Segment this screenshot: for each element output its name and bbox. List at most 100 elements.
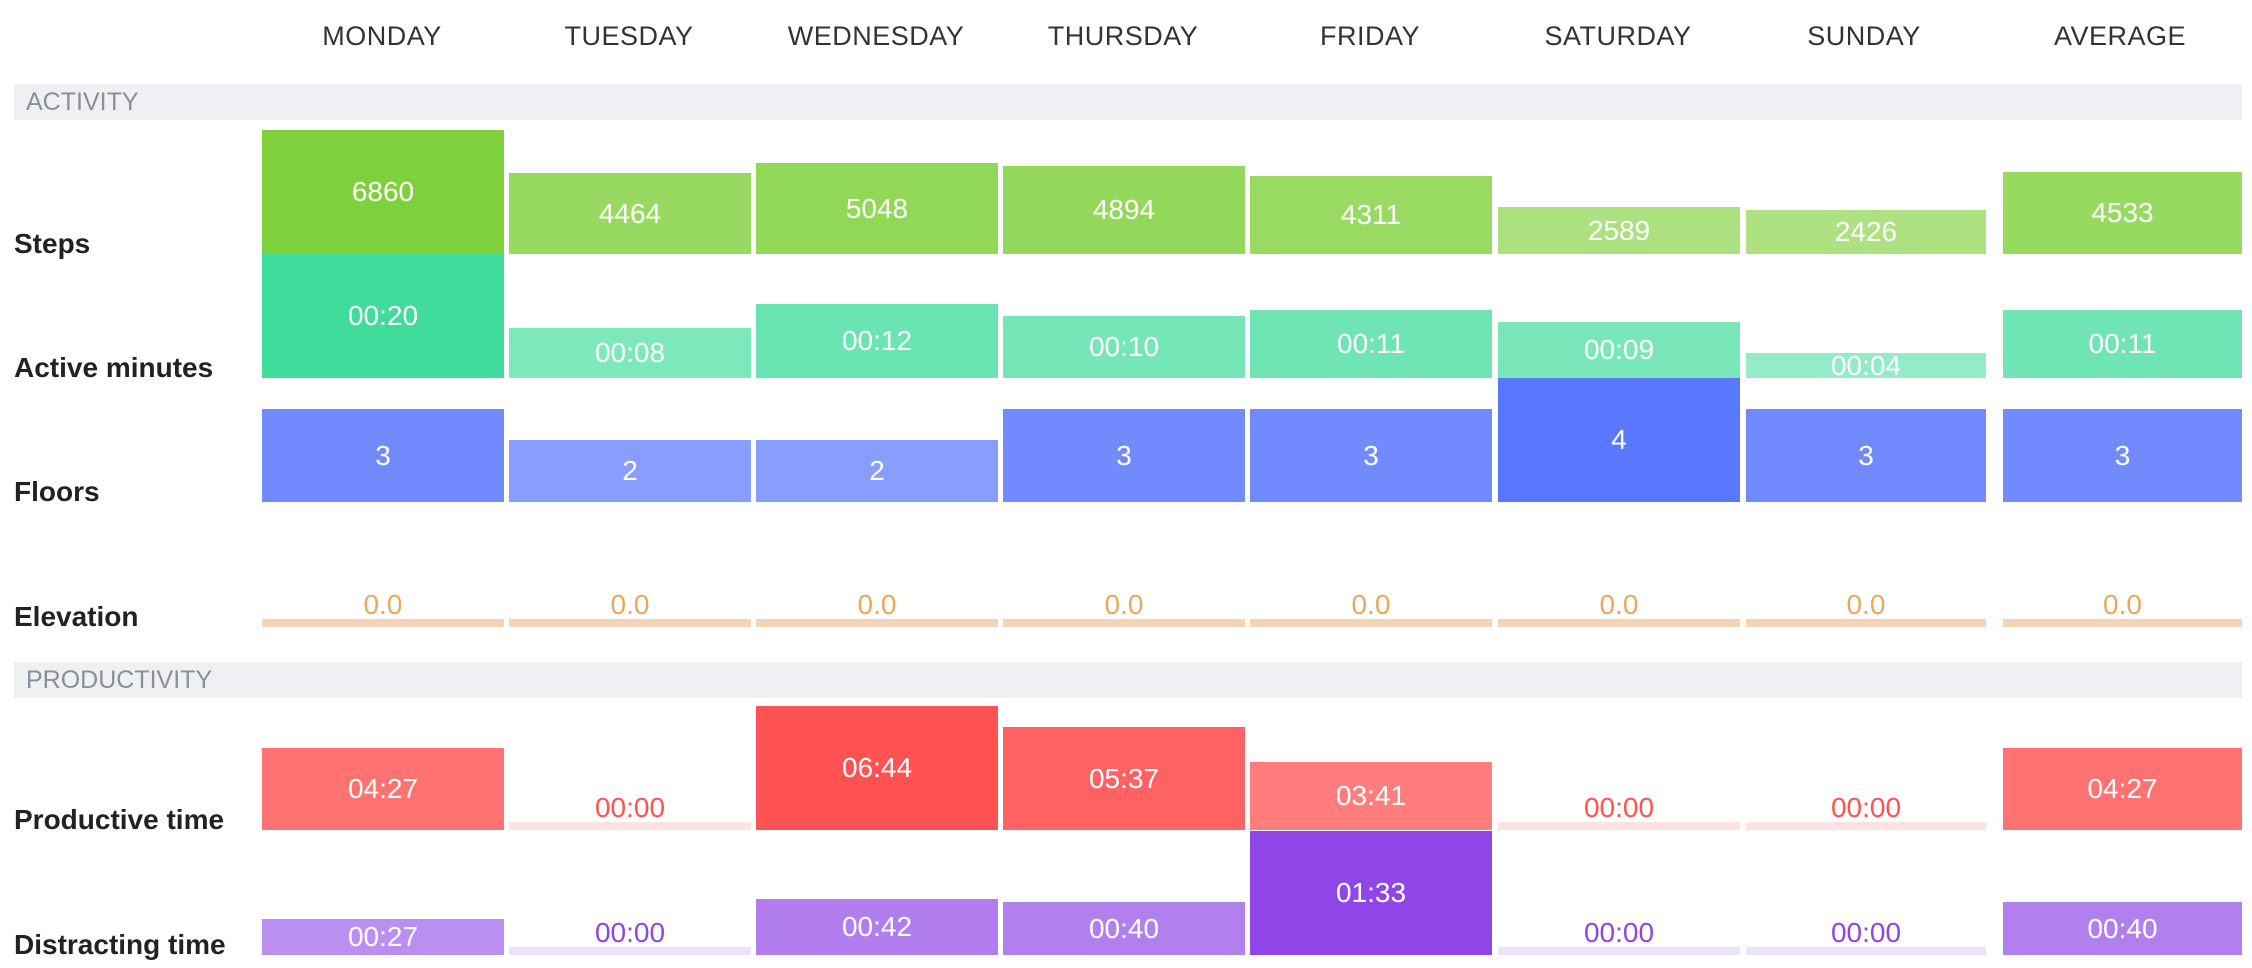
bar-floors — [1003, 409, 1245, 502]
value-label-productive_time: 00:00 — [1830, 792, 1902, 823]
section-label: ACTIVITY — [26, 88, 139, 116]
value-label-steps: 4464 — [598, 197, 662, 229]
bar-distracting_time — [2003, 902, 2242, 955]
value-label-distracting_time: 01:33 — [1335, 877, 1407, 908]
bar-floors — [509, 440, 751, 502]
value-label-distracting_time: 00:00 — [1583, 917, 1655, 948]
cell-active_minutes-thursday: 00:10 — [1003, 254, 1245, 378]
bar-steps — [1250, 176, 1492, 254]
bar-steps — [1498, 207, 1740, 254]
bar-productive_time — [2003, 748, 2242, 830]
row-label-steps: Steps — [14, 228, 91, 259]
cell-productive_time-saturday: 00:00 — [1498, 706, 1740, 830]
value-label-steps: 4894 — [1092, 194, 1156, 225]
cell-productive_time-tuesday: 00:00 — [509, 706, 751, 830]
cell-floors-saturday: 4 — [1498, 378, 1740, 502]
cell-steps-saturday: 2589 — [1498, 130, 1740, 254]
cell-productive_time-friday: 03:41 — [1250, 706, 1492, 830]
cell-elevation-average: 0.0 — [2003, 503, 2242, 627]
cell-distracting_time-sunday: 00:00 — [1746, 831, 1986, 955]
value-label-productive_time: 03:41 — [1335, 780, 1407, 811]
value-label-floors: 2 — [869, 455, 885, 486]
bar-productive_time — [262, 748, 504, 830]
value-label-floors: 3 — [1116, 439, 1132, 471]
value-label-active_minutes: 00:12 — [841, 325, 913, 356]
bar-elevation — [1003, 619, 1245, 627]
bar-floors — [262, 409, 504, 502]
value-label-distracting_time: 00:27 — [347, 921, 419, 952]
cell-steps-thursday: 4894 — [1003, 130, 1245, 254]
cell-distracting_time-saturday: 00:00 — [1498, 831, 1740, 955]
row-label-distracting-time: Distracting time — [14, 929, 226, 960]
value-label-active_minutes: 00:04 — [1830, 349, 1902, 381]
value-label-floors: 3 — [1858, 439, 1874, 471]
value-label-elevation: 0.0 — [2103, 589, 2142, 620]
value-label-distracting_time: 00:40 — [2087, 912, 2158, 944]
bar-distracting_time — [1498, 947, 1740, 955]
section-header-productivity: PRODUCTIVITY — [14, 662, 2242, 698]
value-label-steps: 4311 — [1340, 199, 1402, 230]
value-label-distracting_time: 00:00 — [1830, 917, 1902, 948]
bar-floors — [1746, 409, 1986, 502]
bar-steps — [756, 163, 998, 254]
bar-active_minutes — [1498, 322, 1740, 378]
bar-distracting_time — [756, 899, 998, 955]
bar-distracting_time — [262, 919, 504, 955]
cell-productive_time-thursday: 05:37 — [1003, 706, 1245, 830]
cell-elevation-monday: 0.0 — [262, 503, 504, 627]
cell-steps-average: 4533 — [2003, 130, 2242, 254]
cell-elevation-friday: 0.0 — [1250, 503, 1492, 627]
value-label-active_minutes: 00:10 — [1088, 331, 1160, 362]
value-label-active_minutes: 00:11 — [1337, 328, 1405, 359]
cell-floors-sunday: 3 — [1746, 378, 1986, 502]
column-header-thursday: THURSDAY — [1047, 21, 1199, 51]
row-label-productive-time: Productive time — [14, 804, 225, 835]
bar-elevation — [1250, 619, 1492, 627]
section-label: PRODUCTIVITY — [26, 666, 213, 694]
bar-steps — [1003, 166, 1245, 254]
bar-productive_time — [509, 822, 751, 830]
value-label-distracting_time: 00:40 — [1088, 912, 1160, 944]
bar-steps — [262, 130, 504, 254]
value-label-productive_time: 00:00 — [1583, 792, 1655, 823]
cell-elevation-saturday: 0.0 — [1498, 503, 1740, 627]
bar-floors — [2003, 409, 2242, 502]
bar-active_minutes — [1746, 353, 1986, 378]
cell-distracting_time-thursday: 00:40 — [1003, 831, 1245, 955]
value-label-steps: 2589 — [1587, 214, 1651, 246]
bar-elevation — [509, 619, 751, 627]
bar-active_minutes — [1003, 316, 1245, 378]
row-label-active-minutes: Active minutes — [14, 352, 214, 383]
bar-productive_time — [1250, 762, 1492, 830]
bar-elevation — [2003, 619, 2242, 627]
cell-floors-average: 3 — [2003, 378, 2242, 502]
cell-active_minutes-friday: 00:11 — [1250, 254, 1492, 378]
value-label-elevation: 0.0 — [1351, 589, 1391, 620]
bar-steps — [509, 173, 751, 254]
bar-floors — [756, 440, 998, 502]
bar-active_minutes — [509, 328, 751, 378]
bar-steps — [2003, 172, 2242, 254]
cell-distracting_time-tuesday: 00:00 — [509, 831, 751, 955]
value-label-elevation: 0.0 — [363, 589, 403, 620]
bar-floors — [1250, 409, 1492, 502]
cell-active_minutes-wednesday: 00:12 — [756, 254, 998, 378]
bar-active_minutes — [1250, 310, 1492, 378]
bar-elevation — [1746, 619, 1986, 627]
bar-floors — [1498, 378, 1740, 502]
value-label-active_minutes: 00:09 — [1583, 334, 1655, 365]
value-label-active_minutes: 00:08 — [594, 337, 666, 368]
bar-active_minutes — [2003, 310, 2242, 378]
cell-steps-tuesday: 4464 — [509, 130, 751, 254]
row-label-elevation: Elevation — [14, 601, 139, 632]
row-label-floors: Floors — [14, 476, 100, 507]
value-label-elevation: 0.0 — [1846, 589, 1886, 620]
value-label-productive_time: 04:27 — [2087, 773, 2158, 804]
cell-productive_time-monday: 04:27 — [262, 706, 504, 830]
cell-elevation-sunday: 0.0 — [1746, 503, 1986, 627]
cell-distracting_time-friday: 01:33 — [1250, 831, 1492, 955]
bar-active_minutes — [262, 254, 504, 378]
cell-steps-sunday: 2426 — [1746, 130, 1986, 254]
column-header-sunday: SUNDAY — [1807, 21, 1921, 51]
